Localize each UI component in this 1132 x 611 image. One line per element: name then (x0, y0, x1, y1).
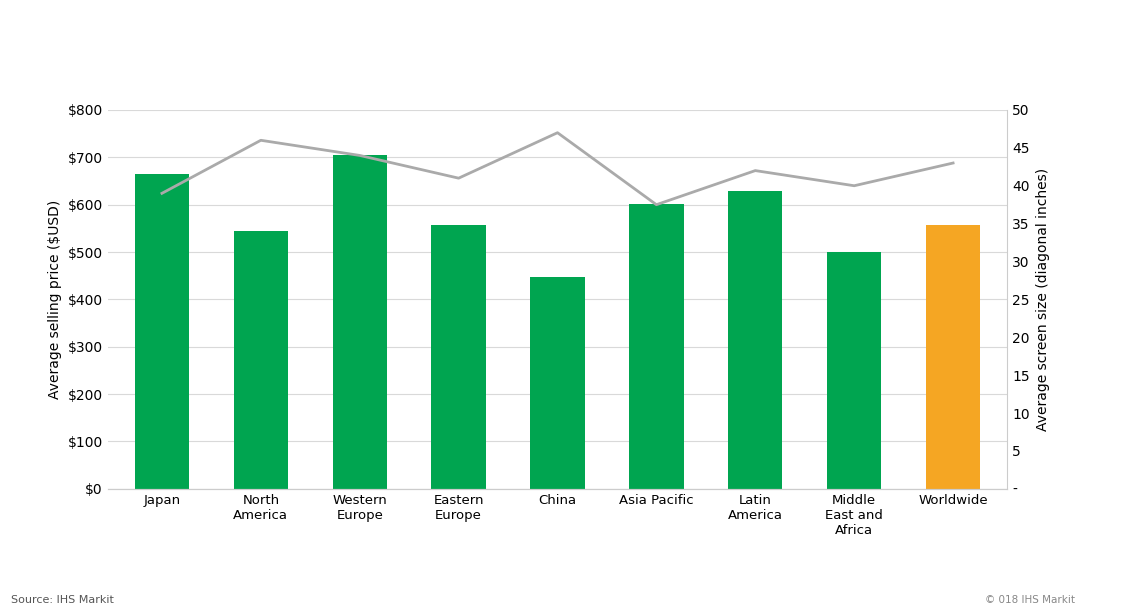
Text: © 018 IHS Markit: © 018 IHS Markit (985, 595, 1075, 605)
Bar (530, 277, 585, 489)
Bar (926, 225, 980, 489)
Bar (629, 203, 684, 489)
Bar (135, 174, 189, 489)
Bar (728, 191, 782, 489)
Bar (431, 225, 486, 489)
Y-axis label: Average selling price ($USD): Average selling price ($USD) (48, 200, 62, 399)
Bar (233, 231, 288, 489)
Text: Source: IHS Markit: Source: IHS Markit (11, 595, 114, 605)
Bar (333, 155, 387, 489)
Y-axis label: Average screen size (diagonal inches): Average screen size (diagonal inches) (1036, 168, 1049, 431)
Text: Q1-18 Average selling price by new regional TV pricing & average screen size
by : Q1-18 Average selling price by new regio… (20, 24, 875, 70)
Legend: ASP, Avg. Size: ASP, Avg. Size (429, 609, 614, 611)
Bar (827, 252, 882, 489)
